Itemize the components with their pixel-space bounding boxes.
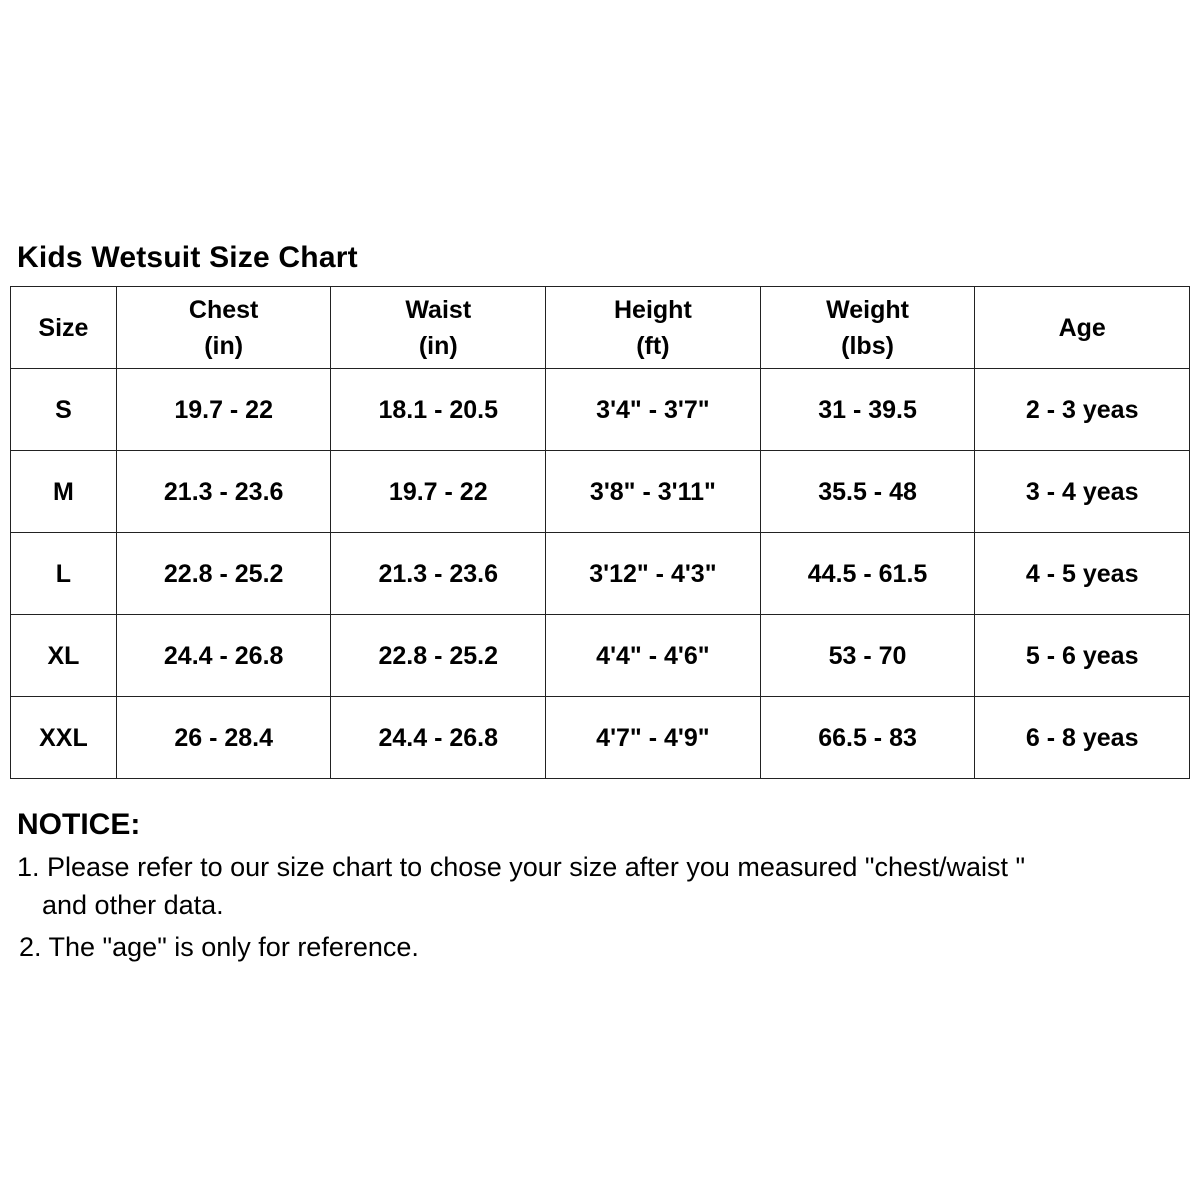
notice-title: NOTICE: bbox=[17, 808, 141, 841]
table-cell: 24.4 - 26.8 bbox=[330, 696, 547, 779]
table-cell: 3'12" - 4'3" bbox=[545, 532, 761, 615]
column-header-label: Chest bbox=[188, 295, 259, 324]
column-header: Size bbox=[10, 286, 117, 369]
table-cell: 5 - 6 yeas bbox=[974, 614, 1190, 697]
table-cell: 53 - 70 bbox=[759, 614, 976, 697]
header-row: Size Chest (in) Waist (in) Height (ft) Weight (l… bbox=[10, 286, 1190, 369]
table-cell: 4 - 5 yeas bbox=[974, 532, 1190, 615]
table-cell: 6 - 8 yeas bbox=[974, 696, 1190, 779]
table-cell: 19.7 - 22 bbox=[330, 450, 547, 533]
table-row: XXL 26 - 28.4 24.4 - 26.8 4'7" - 4'9" 66.5 -… bbox=[10, 696, 1190, 779]
table-cell: M bbox=[10, 450, 117, 533]
notice-item-2: 2. The "age" is only for reference. bbox=[19, 932, 419, 962]
table-cell: 24.4 - 26.8 bbox=[115, 614, 332, 697]
notice-item-1: 1. Please refer to our size chart to cho… bbox=[17, 852, 1026, 882]
table-cell: 19.7 - 22 bbox=[115, 368, 332, 451]
table-row: S 19.7 - 22 18.1 - 20.5 3'4" - 3'7" 31 - 39.… bbox=[10, 368, 1190, 451]
column-header-label: Weight bbox=[826, 295, 909, 324]
column-header: Age bbox=[974, 286, 1190, 369]
column-header-unit: (lbs) bbox=[841, 331, 894, 360]
table-row: XL 24.4 - 26.8 22.8 - 25.2 4'4" - 4'6" 53 - … bbox=[10, 614, 1190, 697]
chart-title: Kids Wetsuit Size Chart bbox=[17, 241, 358, 274]
notice-item-1-continued: and other data. bbox=[42, 890, 224, 920]
table-cell: 3'4" - 3'7" bbox=[545, 368, 761, 451]
table-cell: 26 - 28.4 bbox=[115, 696, 332, 779]
column-header-unit: (ft) bbox=[636, 331, 670, 360]
table-cell: 44.5 - 61.5 bbox=[759, 532, 976, 615]
table-row: M 21.3 - 23.6 19.7 - 22 3'8" - 3'11" 35.5 - … bbox=[10, 450, 1190, 533]
table-cell: 31 - 39.5 bbox=[759, 368, 976, 451]
table-cell: XXL bbox=[10, 696, 117, 779]
column-header-unit: (in) bbox=[204, 331, 244, 360]
table-cell: 18.1 - 20.5 bbox=[330, 368, 547, 451]
column-header: Weight (lbs) bbox=[759, 286, 976, 369]
table-row: L 22.8 - 25.2 21.3 - 23.6 3'12" - 4'3" 44.5 … bbox=[10, 532, 1190, 615]
column-header-label: Height bbox=[614, 295, 692, 324]
table-cell: 66.5 - 83 bbox=[759, 696, 976, 779]
table-cell: 4'4" - 4'6" bbox=[545, 614, 761, 697]
column-header: Height (ft) bbox=[545, 286, 761, 369]
table-cell: 22.8 - 25.2 bbox=[115, 532, 332, 615]
table-cell: 2 - 3 yeas bbox=[974, 368, 1190, 451]
table-cell: 3'8" - 3'11" bbox=[545, 450, 761, 533]
table-cell: 35.5 - 48 bbox=[759, 450, 976, 533]
column-header-label: Age bbox=[1058, 313, 1106, 342]
table-cell: 3 - 4 yeas bbox=[974, 450, 1190, 533]
table-cell: L bbox=[10, 532, 117, 615]
table-cell: 22.8 - 25.2 bbox=[330, 614, 547, 697]
table-cell: 21.3 - 23.6 bbox=[330, 532, 547, 615]
size-chart-table: Size Chest (in) Waist (in) Height (ft) Weight (l… bbox=[10, 286, 1190, 779]
table-cell: XL bbox=[10, 614, 117, 697]
column-header-unit: (in) bbox=[418, 331, 458, 360]
table-cell: 4'7" - 4'9" bbox=[545, 696, 761, 779]
table-cell: 21.3 - 23.6 bbox=[115, 450, 332, 533]
column-header: Chest (in) bbox=[115, 286, 332, 369]
column-header: Waist (in) bbox=[330, 286, 547, 369]
column-header-label: Size bbox=[38, 313, 89, 342]
column-header-label: Waist bbox=[405, 295, 472, 324]
table-cell: S bbox=[10, 368, 117, 451]
